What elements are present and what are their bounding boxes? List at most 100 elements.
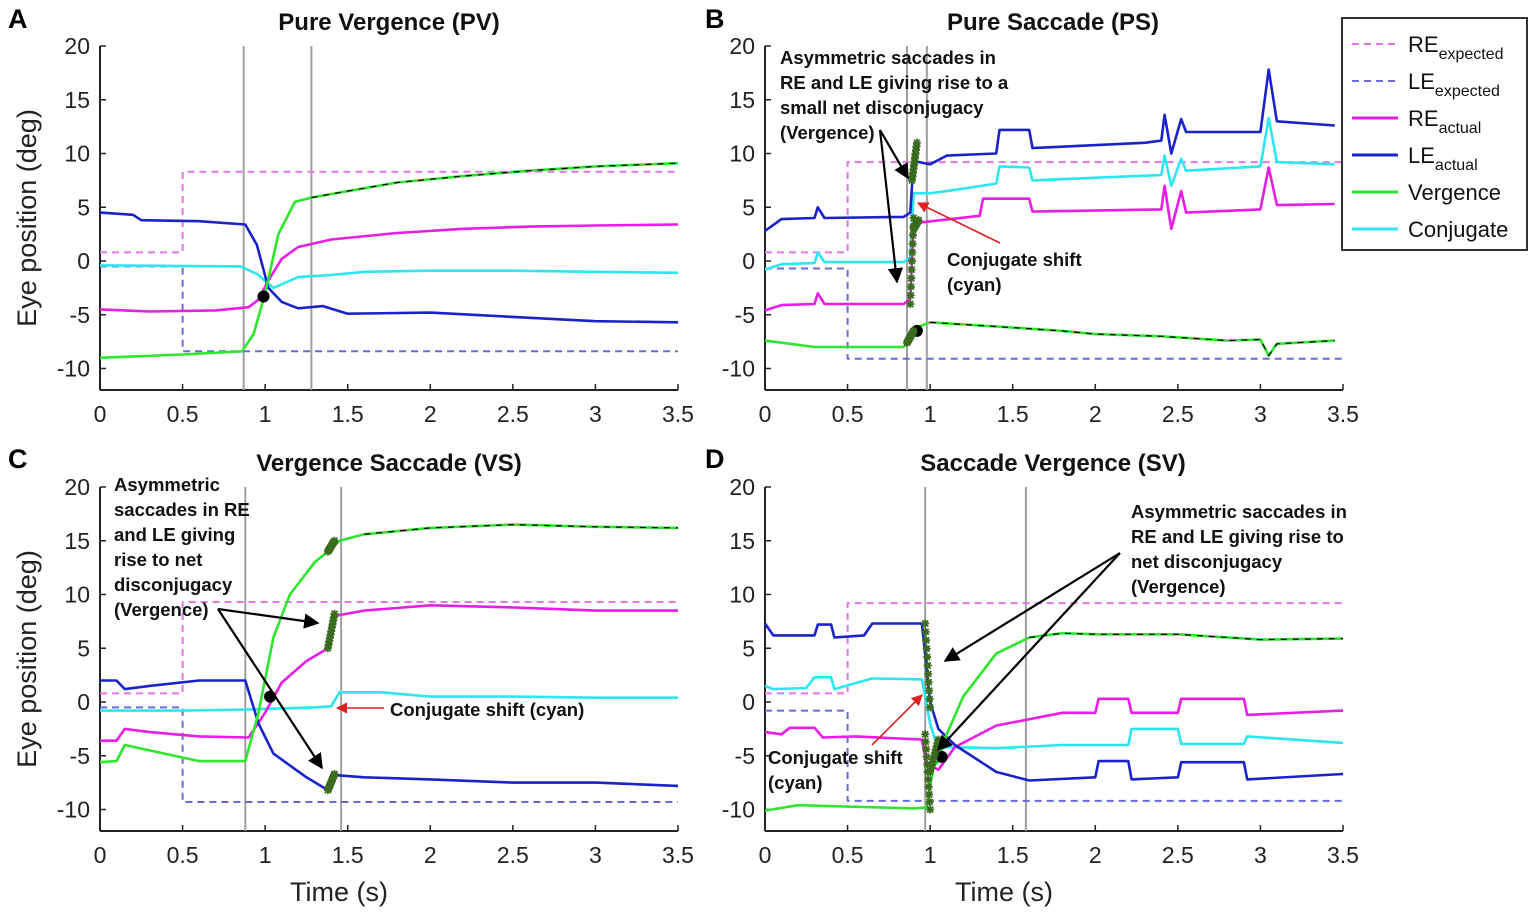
x-tick-label: 0.5: [832, 401, 864, 427]
x-tick-label: 3: [1254, 401, 1267, 427]
saccade-marker: [934, 735, 943, 744]
y-tick-label: 0: [77, 689, 90, 715]
annotation-line: Asymmetric saccades in: [1131, 501, 1347, 522]
saccade-marker: [922, 745, 931, 754]
x-tick-label: 0: [759, 401, 772, 427]
y-tick-label: -5: [70, 743, 90, 769]
y-tick-label: 15: [729, 528, 755, 554]
series-vergence: [99, 161, 679, 360]
legend-label: Vergence: [1408, 180, 1501, 205]
legend-label-main: RE: [1408, 106, 1439, 131]
y-tick-label: 20: [729, 474, 755, 500]
legend-label: REactual: [1408, 106, 1481, 137]
annotation-arrow: [217, 608, 323, 770]
saccade-marker: [922, 644, 931, 653]
y-axis-label: Eye position (deg): [12, 109, 42, 327]
series-re-actual: [764, 697, 1344, 771]
series-vergence-fit: [1029, 632, 1344, 641]
x-axis-label: Time (s): [290, 877, 388, 907]
annotation-text: Asymmetric saccades in RE and LE giving ris…: [114, 474, 250, 620]
y-tick-label: 10: [729, 582, 755, 608]
saccade-marker: [926, 703, 935, 712]
saccade-marker: [330, 536, 339, 545]
annotation-line: net disconjugacy: [1131, 551, 1283, 572]
series-re-expected: [100, 170, 678, 254]
series-le-expected: [765, 267, 1343, 360]
annotation-line: Conjugate shift: [947, 249, 1082, 270]
panel-title: Pure Saccade (PS): [947, 9, 1159, 36]
annotation-text: Conjugate shift (cyan): [947, 249, 1082, 295]
x-tick-label: 1.5: [332, 842, 364, 868]
legend-label-main: LE: [1408, 69, 1435, 94]
legend-label: LEexpected: [1408, 69, 1500, 100]
x-tick-label: 0: [94, 401, 107, 427]
y-tick-label: 20: [729, 33, 755, 59]
series-re-actual: [100, 604, 678, 742]
legend-label-main: LE: [1408, 143, 1435, 168]
annotation-line: Asymmetric saccades in: [780, 47, 996, 68]
x-axis-label: Time (s): [955, 877, 1053, 907]
x-tick-label: 3.5: [662, 401, 694, 427]
saccade-marker: [914, 216, 923, 225]
y-tick-label: -5: [735, 743, 755, 769]
annotation-line: (cyan): [768, 772, 823, 793]
saccade-marker: [921, 737, 930, 746]
saccade-marker: [925, 694, 934, 703]
series-le-actual: [764, 68, 1335, 232]
saccade-marker: [924, 678, 933, 687]
series-conjugate: [99, 264, 679, 290]
annotation-arrow: [936, 552, 1121, 752]
y-tick-label: 10: [729, 141, 755, 167]
annotation-text: Conjugate shift (cyan): [768, 747, 903, 793]
saccade-marker: [906, 300, 915, 308]
panel-letter: D: [705, 444, 725, 474]
y-tick-label: 0: [742, 248, 755, 274]
legend-label-main: RE: [1408, 32, 1439, 57]
saccade-marker: [909, 326, 918, 335]
annotation-arrow: [879, 129, 909, 180]
legend-label-sub: expected: [1435, 83, 1500, 100]
series-re-expected: [765, 602, 1343, 695]
saccade-marker: [909, 214, 918, 222]
annotation-line: RE and LE giving rise to a: [780, 72, 1009, 93]
annotation-line: Conjugate shift: [768, 747, 903, 768]
x-tick-label: 1: [924, 401, 937, 427]
y-tick-label: 10: [64, 582, 90, 608]
panel-title: Vergence Saccade (VS): [256, 450, 521, 477]
series-le-actual: [100, 679, 679, 792]
x-tick-label: 2: [424, 842, 437, 868]
saccade-marker: [330, 609, 339, 618]
x-tick-label: 2: [424, 401, 437, 427]
annotation-arrow: [916, 202, 1001, 244]
series-re-actual: [99, 223, 679, 313]
legend-label-sub: actual: [1439, 120, 1482, 137]
y-tick-label: 20: [64, 33, 90, 59]
annotation-line: saccades in RE: [114, 499, 250, 520]
saccade-marker: [925, 686, 934, 695]
series-vergence-fit: [364, 523, 679, 535]
saccade-marker: [925, 790, 934, 799]
saccade-marker: [924, 782, 933, 791]
x-tick-label: 1: [924, 842, 937, 868]
y-tick-label: 15: [729, 87, 755, 113]
onset-marker: [257, 290, 270, 303]
panel-letter: B: [705, 4, 725, 34]
y-tick-label: 5: [742, 194, 755, 220]
saccade-marker: [924, 775, 933, 784]
x-tick-label: 3: [589, 401, 602, 427]
legend-label: LEactual: [1408, 143, 1478, 174]
y-tick-label: 5: [742, 635, 755, 661]
series-vergence-fit: [311, 162, 679, 199]
annotation-text: Asymmetric saccades in RE and LE giving r…: [1131, 501, 1347, 597]
legend-label-main: Conjugate: [1408, 217, 1508, 242]
x-tick-label: 1.5: [332, 401, 364, 427]
legend-label: REexpected: [1408, 32, 1504, 63]
legend-label-main: Vergence: [1408, 180, 1501, 205]
saccade-marker: [922, 752, 931, 761]
y-tick-label: -10: [57, 356, 90, 382]
x-tick-label: 3.5: [662, 842, 694, 868]
y-tick-label: -5: [70, 302, 90, 328]
x-tick-label: 0: [759, 842, 772, 868]
